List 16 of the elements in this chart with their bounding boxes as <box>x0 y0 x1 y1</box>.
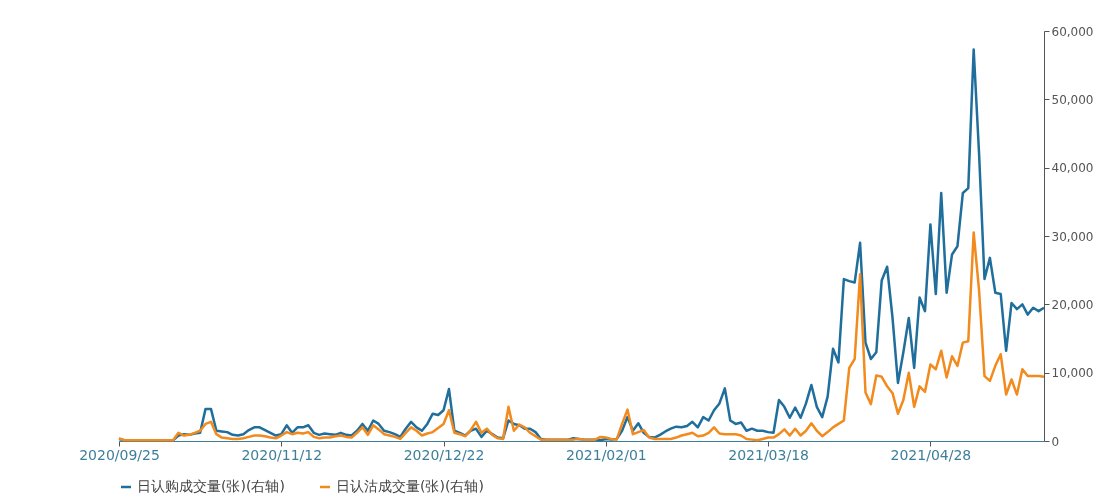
line-series <box>117 231 1046 442</box>
y-tick-label: 60,000 <box>1051 24 1094 39</box>
x-tick-label: 2020/09/25 <box>79 446 160 463</box>
legend-label: 日认购成交量(张)(右轴) <box>137 478 285 494</box>
y-tick-label: 30,000 <box>1051 229 1094 244</box>
y-tick-label: 40,000 <box>1051 161 1094 176</box>
y-tick-label: 0 <box>1051 434 1060 449</box>
y-tick-label: 50,000 <box>1051 92 1094 107</box>
y-tick-label: 10,000 <box>1051 366 1094 381</box>
x-tick-label: 2020/12/22 <box>403 446 485 463</box>
x-tick-label: 2021/04/28 <box>890 446 972 463</box>
x-tick-label: 2021/03/18 <box>728 446 809 463</box>
legend-label: 日认沽成交量(张)(右轴) <box>336 478 484 494</box>
y-tick-label: 20,000 <box>1051 297 1094 312</box>
x-tick-label: 2021/02/01 <box>565 446 647 463</box>
x-tick-label: 2020/11/12 <box>241 446 323 463</box>
